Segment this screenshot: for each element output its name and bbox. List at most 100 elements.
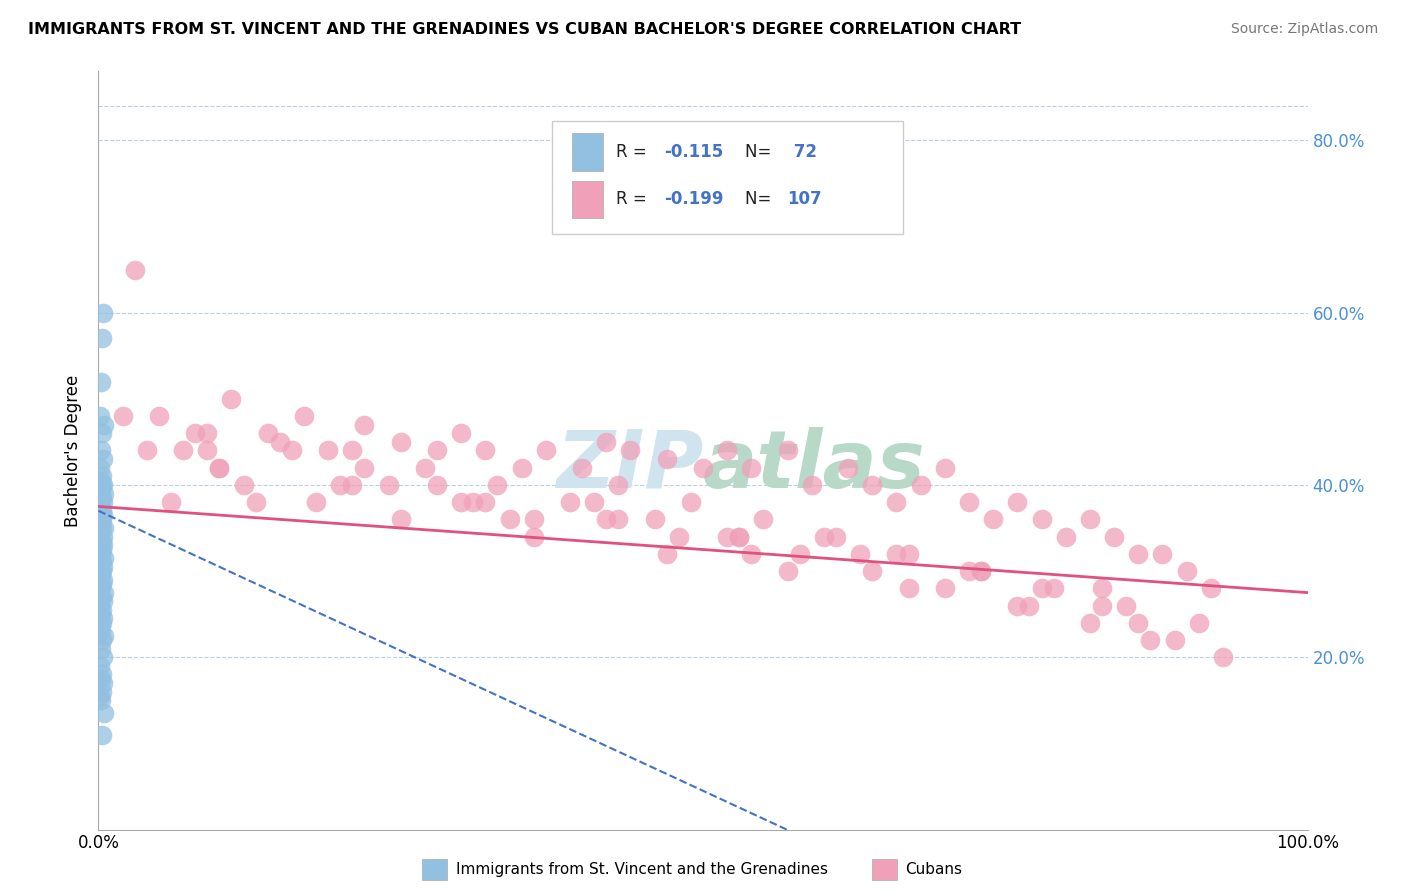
Point bbox=[1128, 615, 1150, 630]
Point bbox=[716, 443, 738, 458]
Point bbox=[91, 542, 114, 557]
Point bbox=[89, 500, 111, 514]
Point bbox=[523, 530, 546, 544]
Point bbox=[208, 460, 231, 475]
Point bbox=[413, 460, 436, 475]
Point bbox=[195, 443, 218, 458]
Point bbox=[91, 728, 114, 742]
FancyBboxPatch shape bbox=[551, 120, 903, 235]
Point bbox=[342, 443, 364, 458]
Point bbox=[93, 417, 115, 432]
Point bbox=[728, 530, 751, 544]
Point bbox=[89, 482, 111, 496]
Point bbox=[692, 460, 714, 475]
Point bbox=[1175, 564, 1198, 578]
Point bbox=[91, 508, 114, 522]
Point bbox=[91, 577, 114, 591]
Point bbox=[1042, 582, 1064, 596]
Point bbox=[329, 478, 352, 492]
Point bbox=[558, 495, 581, 509]
Point bbox=[245, 495, 267, 509]
Point bbox=[728, 530, 751, 544]
Point bbox=[91, 452, 114, 467]
Text: N=: N= bbox=[745, 143, 778, 161]
Point bbox=[90, 582, 112, 596]
Point bbox=[789, 547, 811, 561]
Point bbox=[93, 629, 115, 643]
Point bbox=[91, 533, 114, 548]
Point bbox=[89, 599, 111, 613]
Text: -0.115: -0.115 bbox=[664, 143, 724, 161]
Point bbox=[1128, 547, 1150, 561]
Point bbox=[221, 392, 243, 406]
Point bbox=[897, 547, 920, 561]
Point bbox=[91, 426, 114, 441]
Point bbox=[1199, 582, 1222, 596]
Point bbox=[160, 495, 183, 509]
Text: -0.199: -0.199 bbox=[664, 191, 724, 209]
Point bbox=[195, 426, 218, 441]
Point bbox=[91, 495, 114, 509]
Point bbox=[89, 512, 111, 526]
Point bbox=[450, 426, 472, 441]
Point bbox=[897, 582, 920, 596]
Point bbox=[91, 559, 114, 574]
Y-axis label: Bachelor's Degree: Bachelor's Degree bbox=[65, 375, 83, 526]
FancyBboxPatch shape bbox=[572, 133, 603, 170]
Point bbox=[534, 443, 557, 458]
Point bbox=[353, 417, 375, 432]
Point bbox=[1102, 530, 1125, 544]
Point bbox=[93, 551, 115, 566]
Text: Cubans: Cubans bbox=[905, 863, 963, 877]
Point bbox=[91, 530, 114, 544]
Point bbox=[89, 530, 111, 544]
Text: R =: R = bbox=[616, 143, 652, 161]
Point bbox=[1078, 512, 1101, 526]
Point bbox=[1018, 599, 1040, 613]
Point bbox=[970, 564, 993, 578]
Point bbox=[90, 486, 112, 500]
Point bbox=[886, 547, 908, 561]
Point bbox=[90, 474, 112, 488]
Point bbox=[1115, 599, 1137, 613]
Point bbox=[776, 564, 799, 578]
Point bbox=[957, 495, 980, 509]
Point bbox=[93, 706, 115, 721]
Point bbox=[981, 512, 1004, 526]
Point bbox=[1007, 495, 1029, 509]
Point bbox=[510, 460, 533, 475]
Point bbox=[305, 495, 328, 509]
Point bbox=[886, 495, 908, 509]
Point bbox=[716, 530, 738, 544]
Point bbox=[1139, 633, 1161, 648]
Point bbox=[90, 495, 112, 509]
Point bbox=[1091, 599, 1114, 613]
Point bbox=[740, 460, 762, 475]
Text: 107: 107 bbox=[787, 191, 823, 209]
Point bbox=[1031, 512, 1053, 526]
Point bbox=[90, 590, 112, 604]
Point bbox=[607, 512, 630, 526]
Point bbox=[148, 409, 170, 423]
Point bbox=[90, 375, 112, 389]
Point bbox=[281, 443, 304, 458]
Point bbox=[89, 460, 111, 475]
Point bbox=[90, 607, 112, 622]
Point bbox=[655, 452, 678, 467]
Point bbox=[776, 443, 799, 458]
Point bbox=[93, 486, 115, 500]
Point bbox=[316, 443, 339, 458]
Point bbox=[89, 564, 111, 578]
Point bbox=[1188, 615, 1211, 630]
Point bbox=[957, 564, 980, 578]
Point bbox=[91, 564, 114, 578]
Point bbox=[90, 568, 112, 582]
Point bbox=[342, 478, 364, 492]
Point bbox=[90, 525, 112, 540]
Point bbox=[91, 676, 114, 690]
Point bbox=[90, 443, 112, 458]
Point bbox=[1031, 582, 1053, 596]
Text: Source: ZipAtlas.com: Source: ZipAtlas.com bbox=[1230, 22, 1378, 37]
Point bbox=[90, 504, 112, 518]
Point bbox=[90, 547, 112, 561]
